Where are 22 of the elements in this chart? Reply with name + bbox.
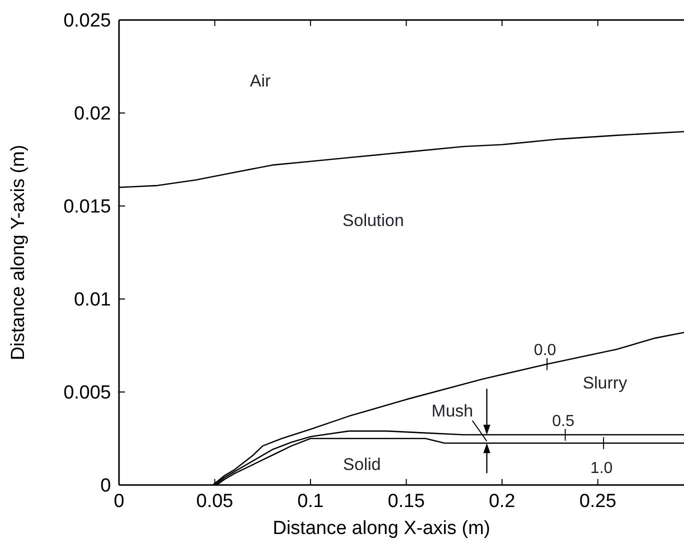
annotation: Mush xyxy=(432,402,474,421)
annotation: Solid xyxy=(343,455,381,474)
y-tick-label: 0.025 xyxy=(63,10,111,32)
annotation: 1.0 xyxy=(590,460,613,478)
y-axis-title: Distance along Y-axis (m) xyxy=(8,144,29,360)
y-tick-label: 0.01 xyxy=(74,290,111,311)
annotation: Solution xyxy=(342,210,404,230)
annotation: Slurry xyxy=(582,374,628,393)
x-tick-label: 0 xyxy=(114,491,124,512)
y-tick-label: 0.005 xyxy=(63,382,111,404)
annotation: Air xyxy=(250,71,271,90)
x-tick-label: 0.05 xyxy=(196,491,234,512)
annotation: 0.0 xyxy=(534,342,556,360)
y-tick-label: 0.02 xyxy=(74,104,111,125)
x-tick-label: 0.2 xyxy=(488,491,516,512)
annotation: 0.5 xyxy=(552,412,574,430)
x-tick-label: 0.1 xyxy=(297,491,324,512)
y-tick-label: 0.015 xyxy=(63,196,111,218)
x-tick-label: 0.15 xyxy=(388,491,425,512)
y-tick-label: 0 xyxy=(100,476,111,497)
x-tick-label: 0.25 xyxy=(579,491,616,512)
x-axis-title: Distance along X-axis (m) xyxy=(272,518,490,539)
